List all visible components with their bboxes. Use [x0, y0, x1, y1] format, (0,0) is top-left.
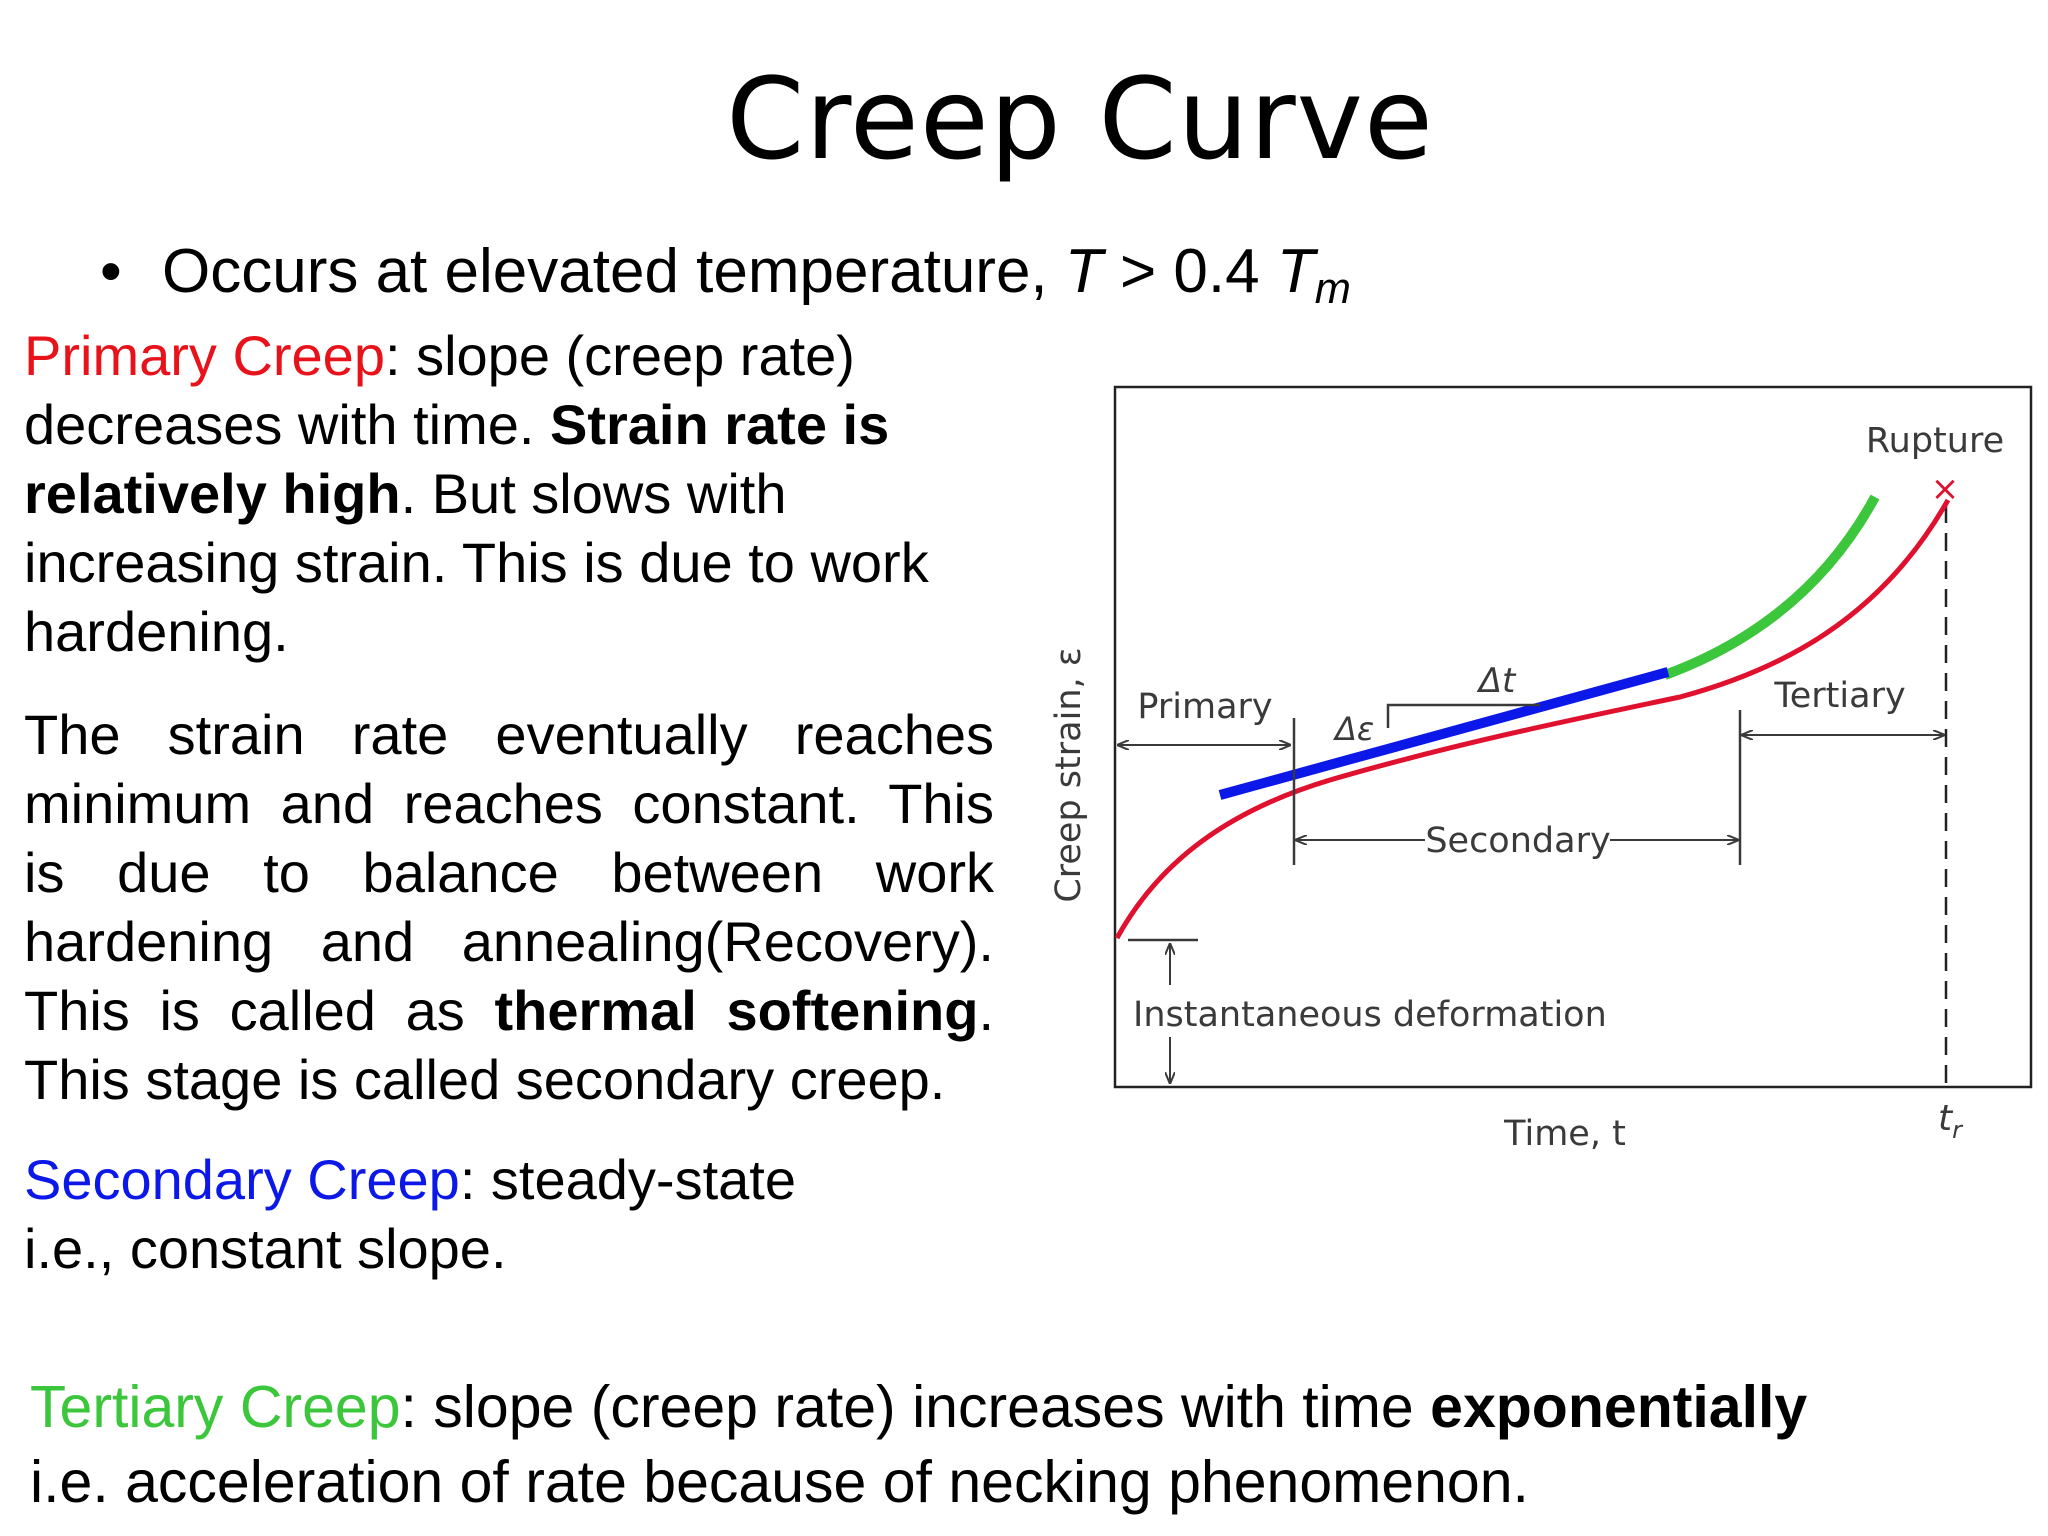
primary-creep-label: Primary Creep: [24, 324, 385, 387]
secondary-highlight-line: [1218, 667, 1670, 800]
y-axis-label: Creep strain, ε: [1049, 647, 1089, 902]
delta-epsilon-label: Δε: [1332, 710, 1374, 748]
rupture-label: Rupture: [1866, 421, 2004, 461]
tertiary-creep-paragraph: Tertiary Creep: slope (creep rate) incre…: [30, 1374, 1808, 1515]
primary-region-label: Primary: [1137, 687, 1272, 727]
rupture-time-label: tr: [1938, 1098, 1964, 1144]
tertiary-creep-label: Tertiary Creep: [30, 1374, 401, 1440]
primary-creep-paragraph: Primary Creep: slope (creep rate) decrea…: [24, 324, 929, 663]
bullet-text: Occurs at elevated temperature,: [162, 237, 1065, 306]
primary-creep-emphasis: Strain rate is relatively high: [24, 393, 890, 525]
slope-triangle: [1386, 703, 1540, 728]
elevated-temperature-bullet: • Occurs at elevated temperature, T > 0.4…: [100, 232, 1351, 329]
melting-temperature-symbol: Tm: [1276, 237, 1351, 313]
strain-rate-paragraph: The strain rate eventually reaches minim…: [24, 703, 994, 1111]
plot-frame: [1113, 385, 2033, 1089]
tertiary-highlight-curve: [1663, 494, 1880, 680]
bullet-dot-icon: •: [100, 237, 122, 306]
secondary-creep-paragraph: Secondary Creep: steady-state i.e., cons…: [24, 1148, 796, 1280]
exponentially-emphasis: exponentially: [1430, 1374, 1808, 1440]
x-axis-label: Time, t: [1503, 1114, 1626, 1154]
temperature-symbol: T: [1064, 237, 1103, 306]
secondary-region-label: Secondary: [1425, 821, 1610, 861]
secondary-creep-label: Secondary Creep: [24, 1148, 460, 1211]
temperature-relation: > 0.4: [1102, 237, 1277, 306]
instantaneous-deformation-label: Instantaneous deformation: [1133, 995, 1607, 1035]
creep-curve: [1114, 498, 1951, 940]
tertiary-region-label: Tertiary: [1773, 676, 1905, 716]
thermal-softening-emphasis: thermal softening: [494, 979, 979, 1042]
slide-title: Creep Curve: [726, 55, 1434, 185]
delta-t-label: Δt: [1476, 661, 1517, 701]
